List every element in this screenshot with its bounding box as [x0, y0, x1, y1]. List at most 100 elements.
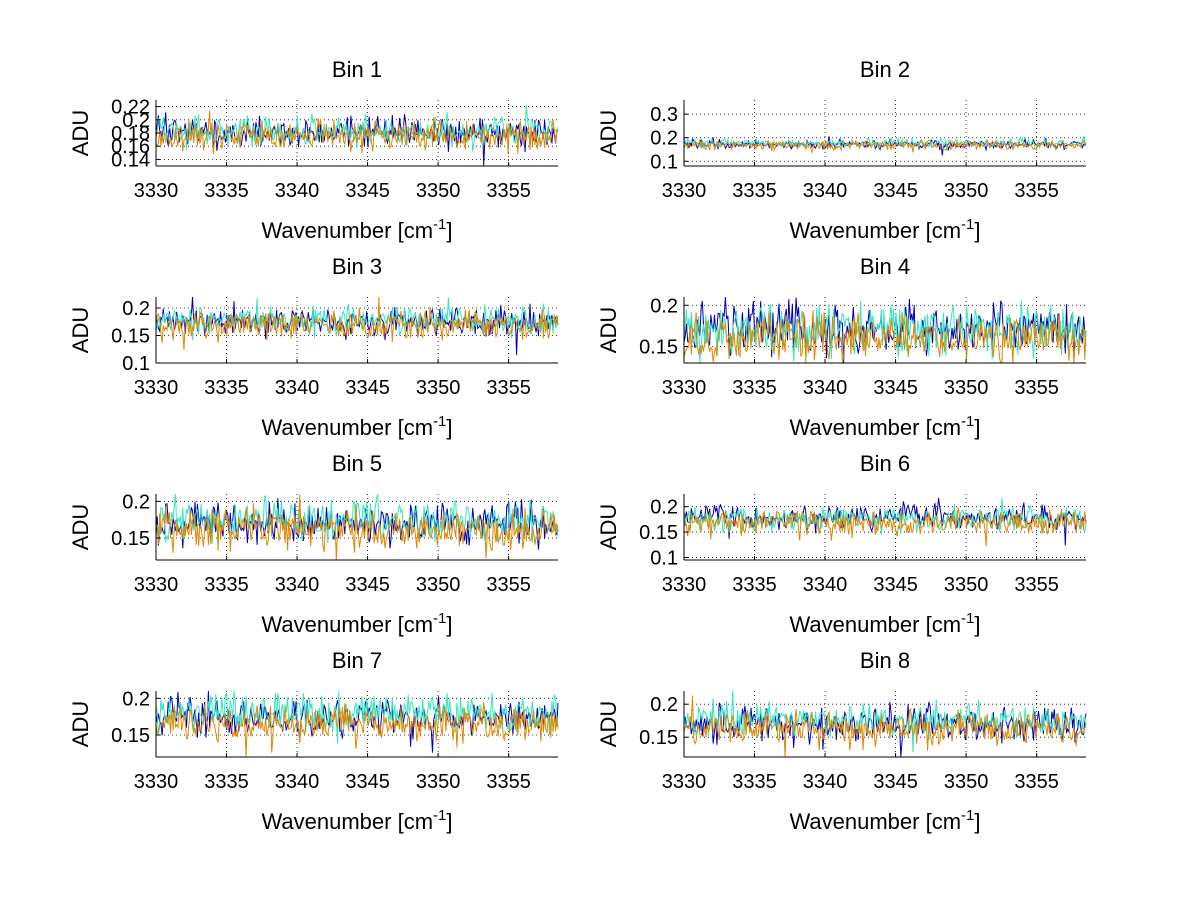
subplot-bin-8: Bin 8 3330 3335 3340 3345 3350 3355 0.15 0.2 ADU W… — [596, 648, 1087, 834]
x-axis-label-main: Wavenumber [cm — [261, 415, 433, 440]
x-tick-label: 3345 — [345, 377, 390, 399]
x-tick-label: 3340 — [803, 771, 848, 793]
x-axis-label-main: Wavenumber [cm — [789, 809, 961, 834]
x-tick-label: 3350 — [944, 377, 989, 399]
y-axis-label: ADU — [596, 110, 621, 156]
x-tick-label: 3335 — [732, 377, 777, 399]
x-tick-label: 3355 — [486, 377, 531, 399]
y-tick-label: 0.2 — [122, 298, 150, 320]
x-tick-label: 3330 — [662, 574, 707, 596]
x-axis-label-main: Wavenumber [cm — [789, 415, 961, 440]
y-axis-label: ADU — [596, 701, 621, 747]
x-tick-label: 3355 — [486, 180, 531, 202]
x-tick-label: 3335 — [732, 180, 777, 202]
x-tick-label: 3340 — [275, 771, 320, 793]
x-axis-label-exponent: -1 — [961, 807, 974, 824]
x-tick-label: 3350 — [944, 771, 989, 793]
y-tick-label: 0.15 — [111, 725, 150, 747]
subplot-bin-2: Bin 2 3330 3335 3340 3345 3350 3355 0.10.20.3 AD… — [596, 57, 1087, 243]
x-tick-label: 3345 — [345, 771, 390, 793]
x-tick-label: 3355 — [486, 574, 531, 596]
x-tick-label: 3340 — [803, 377, 848, 399]
x-tick-label: 3355 — [1014, 771, 1059, 793]
x-axis-label-end: ] — [446, 612, 452, 637]
y-tick-label: 0.16 — [111, 136, 150, 158]
y-axis-label: ADU — [596, 504, 621, 550]
x-axis-label: Wavenumber [cm-1] — [789, 610, 980, 637]
x-tick-label: 3330 — [134, 771, 179, 793]
series-line-2 — [683, 690, 1087, 753]
y-tick-label: 0.2 — [122, 110, 150, 132]
y-axis-label: ADU — [68, 701, 93, 747]
y-tick-label: 0.2 — [650, 128, 678, 150]
x-tick-label: 3335 — [204, 574, 249, 596]
x-tick-label: 3355 — [1014, 574, 1059, 596]
y-tick-label: 0.1 — [650, 151, 678, 173]
y-axis-label: ADU — [596, 307, 621, 353]
x-tick-label: 3330 — [134, 180, 179, 202]
x-axis-label-main: Wavenumber [cm — [789, 218, 961, 243]
subplot-title: Bin 2 — [860, 57, 910, 82]
series-line-2 — [155, 690, 559, 744]
x-tick-label: 3345 — [873, 574, 918, 596]
x-axis-label-end: ] — [446, 415, 452, 440]
y-tick-label: 0.15 — [111, 326, 150, 348]
subplot-bin-3: Bin 3 3330 3335 3340 3345 3350 3355 0.1 0.15 0.2 A… — [68, 254, 559, 440]
x-axis-label-exponent: -1 — [961, 216, 974, 233]
x-axis-label-main: Wavenumber [cm — [261, 612, 433, 637]
series-line-2 — [155, 493, 559, 544]
x-tick-label: 3345 — [873, 377, 918, 399]
series-line-3 — [683, 310, 1087, 364]
x-tick-label: 3330 — [662, 771, 707, 793]
y-tick-label: 0.3 — [650, 104, 678, 126]
subplot-title: Bin 3 — [332, 254, 382, 279]
x-tick-label: 3350 — [416, 574, 461, 596]
plot-area — [684, 100, 1086, 166]
x-tick-label: 3340 — [275, 377, 320, 399]
x-tick-label: 3340 — [275, 574, 320, 596]
subplot-bin-4: Bin 4 3330 3335 3340 3345 3350 3355 0.15 0.2 ADU W… — [596, 254, 1087, 440]
y-tick-label: 0.15 — [639, 337, 678, 359]
x-tick-label: 3330 — [662, 377, 707, 399]
y-tick-label: 0.15 — [639, 727, 678, 749]
series-line-3 — [683, 507, 1087, 547]
x-tick-label: 3330 — [662, 180, 707, 202]
x-tick-label: 3335 — [204, 377, 249, 399]
x-axis-label-end: ] — [974, 218, 980, 243]
x-tick-label: 3330 — [134, 574, 179, 596]
y-axis-label: ADU — [68, 110, 93, 156]
subplot-title: Bin 5 — [332, 451, 382, 476]
x-axis-label: Wavenumber [cm-1] — [261, 216, 452, 243]
x-tick-label: 3355 — [1014, 180, 1059, 202]
series-line-1 — [683, 497, 1087, 546]
x-axis-label: Wavenumber [cm-1] — [789, 216, 980, 243]
x-axis-label-exponent: -1 — [961, 413, 974, 430]
x-tick-label: 3350 — [416, 180, 461, 202]
x-tick-label: 3345 — [345, 180, 390, 202]
x-tick-label: 3340 — [803, 574, 848, 596]
y-tick-label: 0.22 — [111, 97, 150, 119]
x-tick-label: 3340 — [803, 180, 848, 202]
x-tick-label: 3355 — [1014, 377, 1059, 399]
series-line-3 — [155, 702, 559, 758]
x-axis-label: Wavenumber [cm-1] — [261, 610, 452, 637]
series-line-2 — [155, 105, 559, 152]
series-line-3 — [156, 494, 559, 561]
x-tick-label: 3335 — [732, 574, 777, 596]
x-tick-label: 3340 — [275, 180, 320, 202]
x-axis-label: Wavenumber [cm-1] — [789, 413, 980, 440]
subplot-title: Bin 6 — [860, 451, 910, 476]
y-tick-label: 0.2 — [650, 694, 678, 716]
x-axis-label-main: Wavenumber [cm — [789, 612, 961, 637]
subplot-title: Bin 7 — [332, 648, 382, 673]
x-axis-label: Wavenumber [cm-1] — [261, 807, 452, 834]
y-tick-label: 0.1 — [122, 353, 150, 375]
subplot-bin-5: Bin 5 3330 3335 3340 3345 3350 3355 0.15 0.2 ADU W… — [68, 451, 559, 637]
x-tick-label: 3330 — [134, 377, 179, 399]
series-line-3 — [155, 110, 559, 155]
x-tick-label: 3345 — [873, 180, 918, 202]
y-tick-label: 0.2 — [122, 491, 150, 513]
x-axis-label-end: ] — [446, 218, 452, 243]
y-axis-label: ADU — [68, 504, 93, 550]
